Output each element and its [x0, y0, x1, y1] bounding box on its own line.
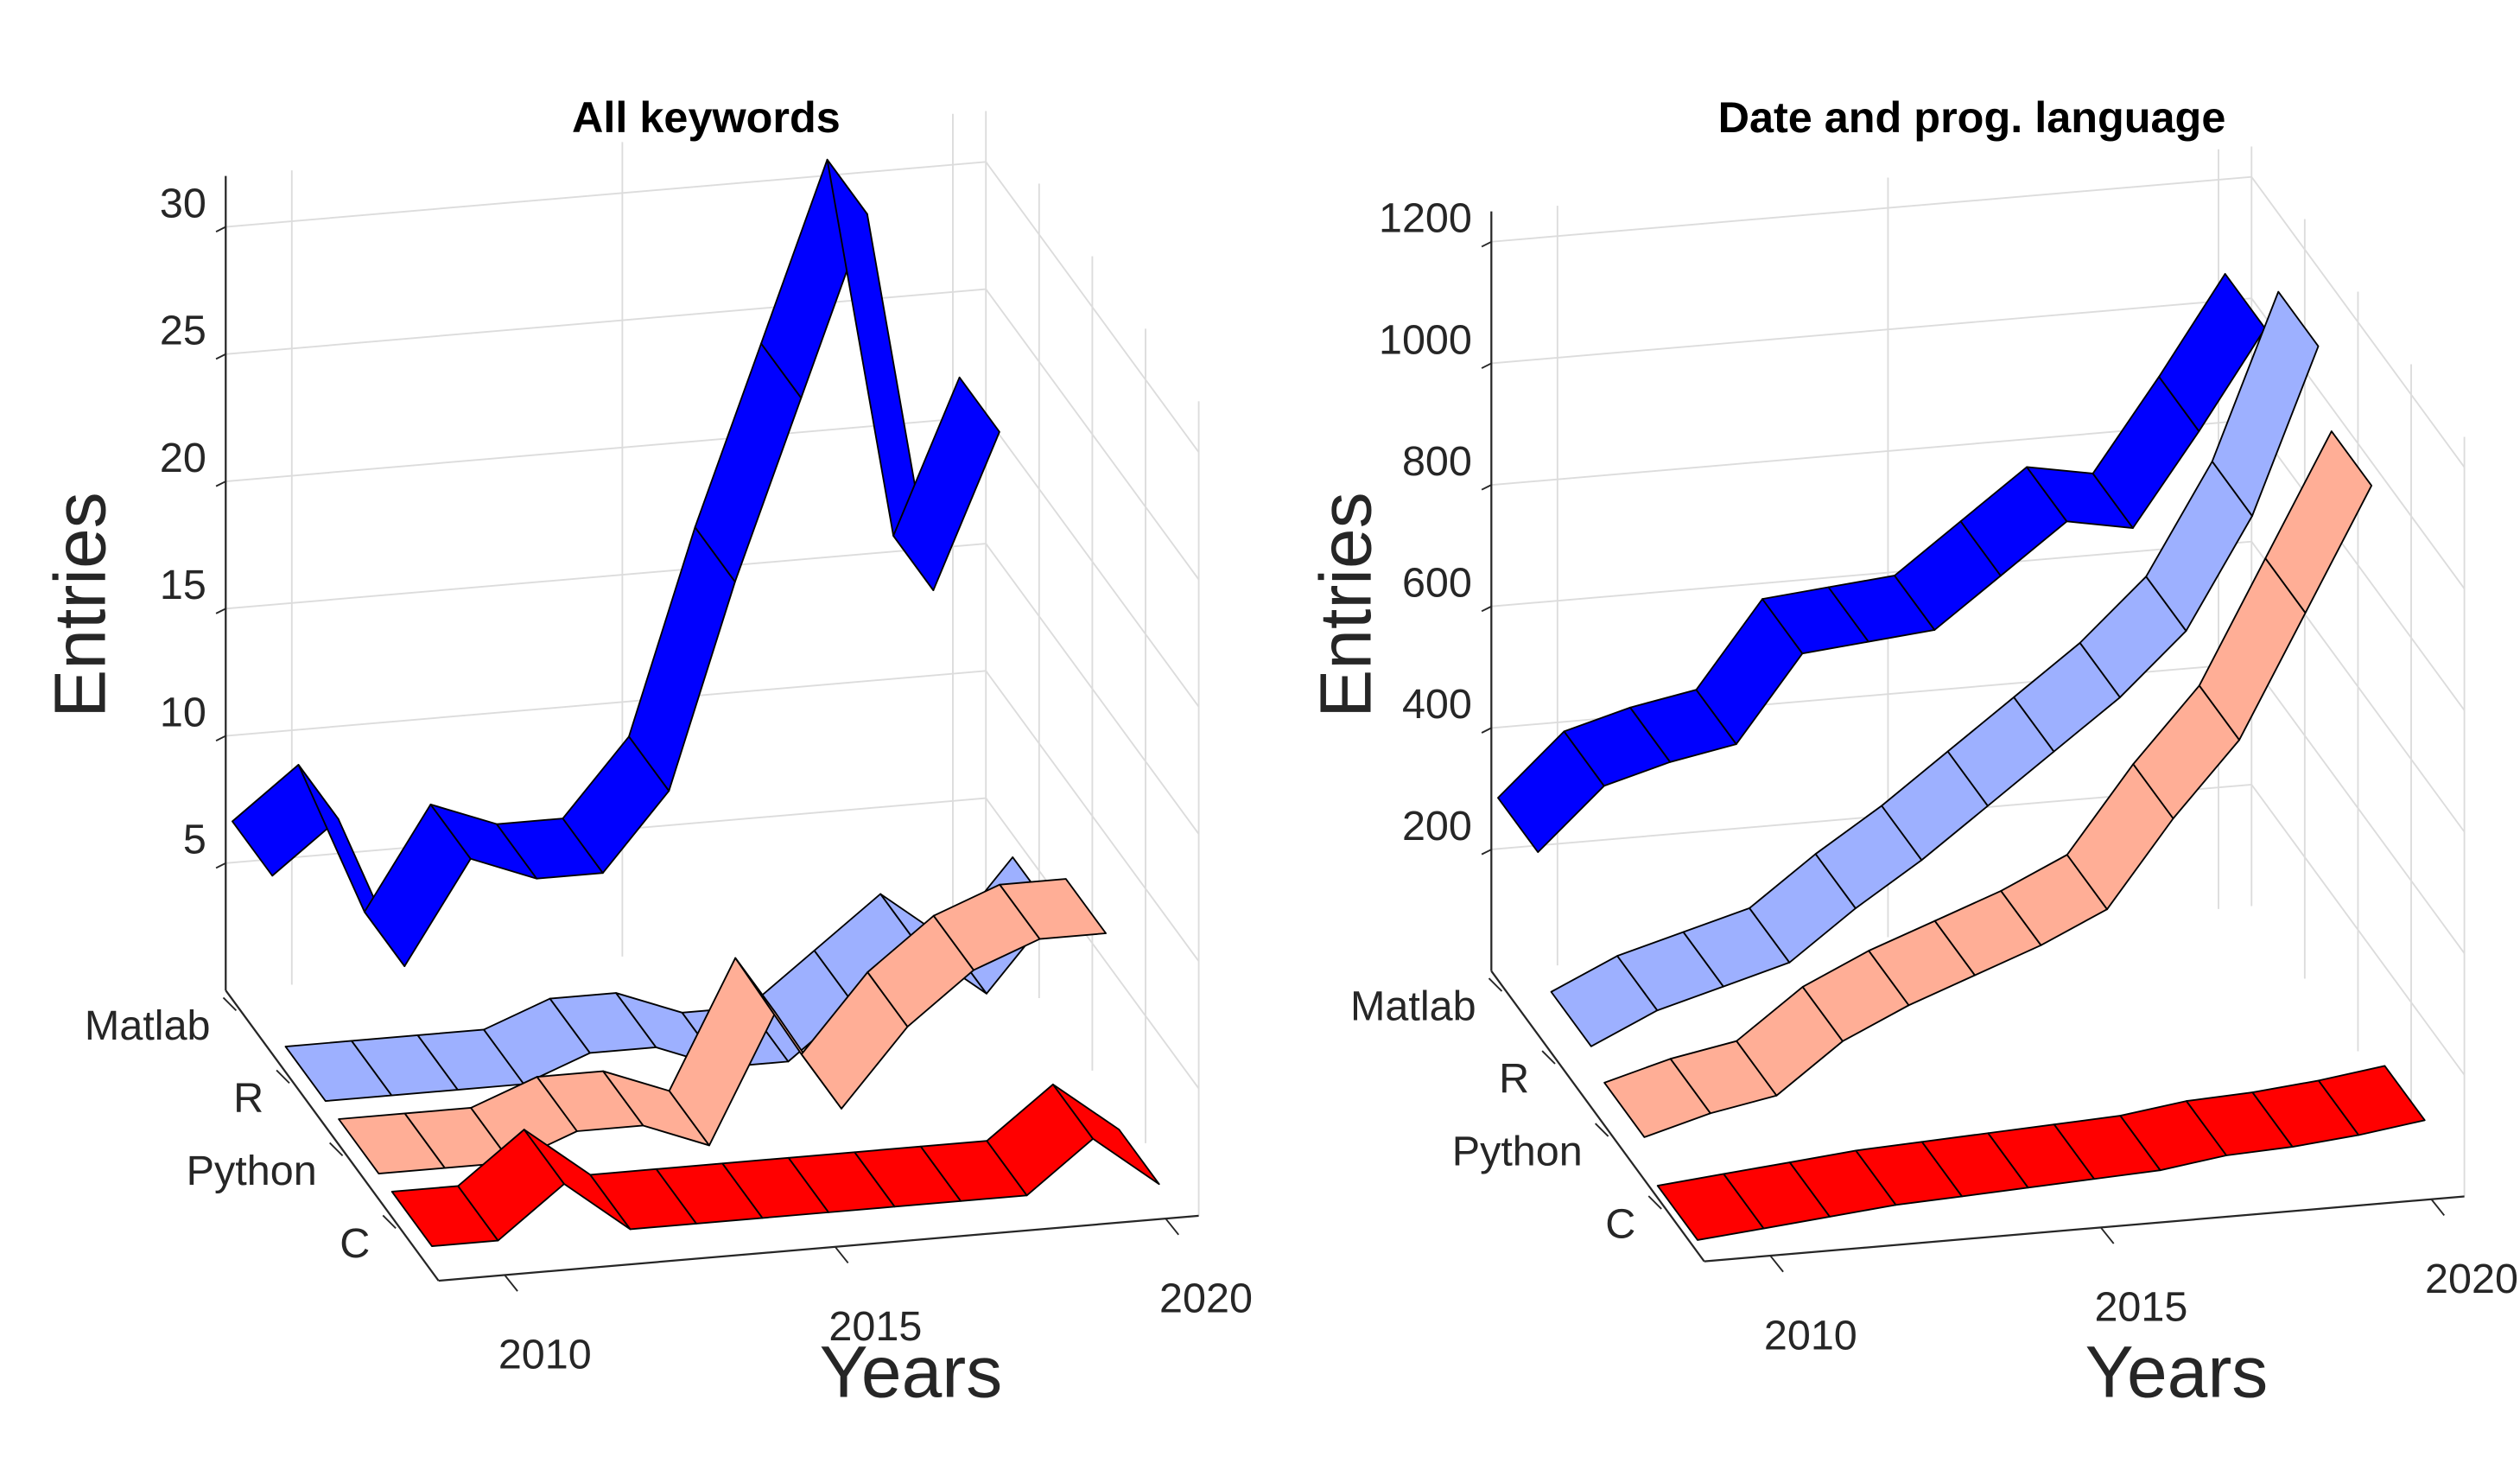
depth-tick [1595, 1123, 1609, 1137]
y-tick [215, 608, 226, 614]
y-tick-label: 10 [160, 689, 206, 735]
y-axis-label: Entries [39, 492, 120, 717]
y-tick-label: 800 [1402, 438, 1472, 485]
y-tick [1481, 605, 1492, 613]
y-tick-label: 600 [1402, 560, 1472, 607]
depth-tick [1647, 1195, 1662, 1210]
x-tick-label: 2010 [1764, 1312, 1857, 1358]
depth-axis [1490, 970, 1705, 1263]
y-tick-label: 15 [160, 562, 206, 608]
y-tick-label: 20 [160, 435, 206, 481]
y-tick [215, 353, 226, 360]
chart-title: Date and prog. language [1718, 92, 2226, 142]
y-tick-label: 30 [160, 180, 206, 226]
x-tick-label: 2015 [828, 1303, 922, 1350]
y-tick-label: 1000 [1379, 316, 1472, 363]
depth-tick [1541, 1050, 1556, 1065]
x-tick-label: 2020 [1159, 1275, 1253, 1321]
x-tick [1769, 1255, 1784, 1273]
x-axis-label: Years [2085, 1331, 2269, 1412]
y-tick [1481, 240, 1492, 248]
y-tick [1481, 362, 1492, 369]
y-tick-label: 25 [160, 308, 206, 354]
ribbon-segment [694, 342, 803, 583]
series-label: Python [187, 1148, 317, 1194]
y-tick [1481, 849, 1492, 856]
y-tick [215, 226, 226, 232]
series-label: R [1499, 1056, 1529, 1103]
series-label: C [340, 1220, 370, 1267]
x-tick [835, 1246, 849, 1264]
x-tick [2100, 1226, 2115, 1244]
series-label: Python [1452, 1129, 1583, 1175]
ribbon-segment [2264, 430, 2373, 614]
x-tick [504, 1274, 518, 1292]
series-label: C [1605, 1201, 1635, 1248]
y-tick [215, 735, 226, 741]
grid-line [225, 161, 1200, 453]
series-label: R [233, 1075, 263, 1122]
ribbon-segment [2317, 1065, 2426, 1136]
depth-tick [382, 1214, 397, 1230]
y-axis-label: Entries [1304, 492, 1386, 717]
depth-tick [276, 1069, 290, 1085]
y-tick [215, 480, 226, 487]
x-axis [438, 1214, 1199, 1282]
x-tick-label: 2015 [2094, 1284, 2187, 1331]
chart-title: All keywords [572, 92, 841, 142]
depth-tick [328, 1142, 344, 1157]
depth-tick [222, 996, 238, 1012]
ribbon-segment [892, 376, 1000, 591]
ribbon-segment [1051, 1083, 1160, 1186]
chart: 5 10 15 20 25 30 2010 2015 2020 Matlab R Python C All… [39, 92, 1253, 1412]
x-tick [1165, 1218, 1179, 1236]
x-tick [2430, 1199, 2446, 1217]
x-tick-label: 2020 [2425, 1256, 2518, 1302]
ribbon-segment [628, 526, 736, 792]
ribbon-segment [999, 878, 1108, 940]
y-tick [215, 862, 226, 869]
y-tick-label: 200 [1402, 803, 1472, 849]
y-tick-label: 1200 [1379, 195, 1472, 242]
ribbon-segment [2211, 290, 2320, 517]
series-label: Matlab [1350, 983, 1476, 1030]
x-tick-label: 2010 [498, 1332, 592, 1378]
depth-axis [225, 989, 440, 1282]
y-tick-label: 5 [183, 817, 206, 863]
y-tick [1481, 484, 1492, 491]
x-axis-label: Years [820, 1331, 1003, 1412]
series-label: Matlab [85, 1002, 211, 1049]
y-tick [1481, 727, 1492, 734]
chart: 200 400 600 800 1000 1200 2010 2015 2020 Matlab RP… [1304, 92, 2518, 1412]
y-tick-label: 400 [1402, 681, 1472, 728]
depth-tick [1488, 977, 1503, 992]
x-axis [1704, 1195, 2465, 1263]
